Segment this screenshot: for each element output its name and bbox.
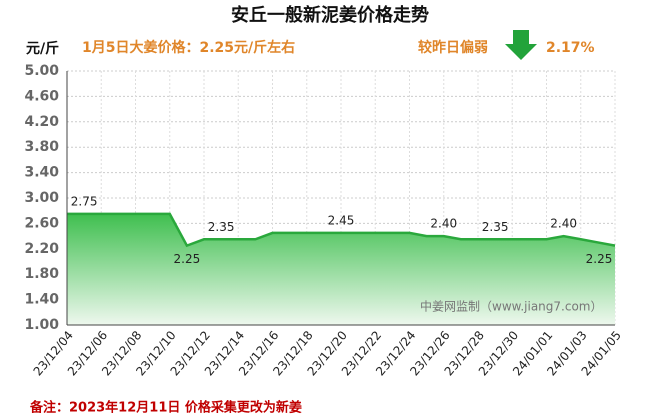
- unit-label: 元/斤: [26, 40, 59, 57]
- y-tick-label: 3.80: [24, 139, 59, 155]
- annotation: 1月5日大姜价格：2.25元/斤左右: [82, 39, 295, 56]
- value-label: 2.40: [430, 217, 457, 231]
- value-label: 2.35: [482, 220, 509, 234]
- value-label: 2.75: [71, 194, 98, 208]
- y-tick-label: 1.80: [24, 266, 59, 282]
- value-label: 2.40: [550, 217, 577, 231]
- change-value: 2.17%: [546, 40, 595, 56]
- value-label: 2.35: [208, 220, 235, 234]
- area-fill: [67, 213, 615, 325]
- value-label: 2.25: [586, 252, 613, 266]
- y-tick-label: 1.40: [24, 292, 59, 308]
- value-label: 2.45: [328, 213, 355, 227]
- value-label: 2.25: [174, 252, 201, 266]
- watermark: 中姜网监制（www.jiang7.com）: [420, 299, 602, 314]
- y-tick-label: 2.20: [24, 241, 59, 257]
- chart-title: 安丘一般新泥姜价格走势: [231, 4, 429, 26]
- y-tick-label: 3.00: [24, 190, 59, 206]
- y-tick-label: 2.60: [24, 215, 59, 231]
- y-tick-label: 1.00: [24, 317, 59, 333]
- y-tick-label: 5.00: [24, 63, 59, 79]
- y-tick-label: 4.60: [24, 88, 59, 104]
- down-arrow-icon: [505, 30, 537, 60]
- area-line: [67, 212, 616, 248]
- y-tick-label: 3.40: [24, 165, 59, 181]
- footnote: 备注：2023年12月11日 价格采集更改为新姜: [29, 400, 302, 416]
- y-tick-label: 4.20: [24, 114, 59, 130]
- change-label: 较昨日偏弱: [418, 39, 488, 56]
